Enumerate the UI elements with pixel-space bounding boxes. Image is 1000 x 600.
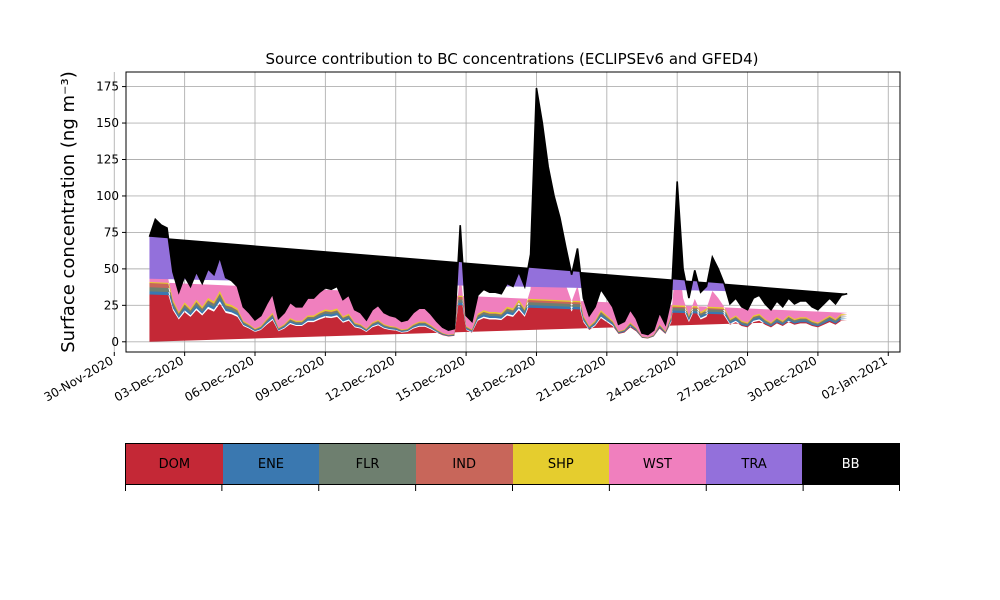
legend-item-dom: DOM [126, 444, 223, 484]
y-tick-label: 125 [96, 153, 119, 167]
x-tick-label: 06-Dec-2020 [182, 353, 256, 404]
axes: 0 25 50 75 100 125 150 175 30-Nov-202003-Dec-202… [42, 71, 901, 404]
plot-frame [125, 71, 901, 353]
y-tick-label: 25 [104, 298, 119, 312]
legend-item-ind: IND [415, 444, 513, 484]
chart-figure: 0 25 50 75 100 125 150 175 30-Nov-202003-Dec-202… [42, 50, 901, 404]
x-tick-label: 02-Jan-2021 [819, 353, 890, 402]
legend-colorbar: DOM ENE FLR IND SHP WST TRA BB [125, 443, 900, 485]
x-tick-label: 15-Dec-2020 [393, 353, 467, 404]
x-tick-label: 21-Dec-2020 [534, 353, 608, 404]
x-tick-label: 18-Dec-2020 [464, 353, 538, 404]
x-tick-label: 24-Dec-2020 [604, 353, 678, 404]
total-line [148, 87, 848, 336]
x-tick-label: 30-Dec-2020 [745, 353, 819, 404]
x-tick-label: 03-Dec-2020 [112, 353, 186, 404]
x-tick-label: 27-Dec-2020 [675, 353, 749, 404]
legend-ticks [125, 485, 900, 491]
legend-item-ene: ENE [222, 444, 320, 484]
legend-item-wst: WST [609, 444, 706, 484]
y-axis-label: Surface concentration (ng m⁻³) [58, 71, 79, 353]
legend-item-bb: BB [802, 444, 899, 484]
x-tick-label: 12-Dec-2020 [323, 353, 397, 404]
area-wst [149, 189, 848, 338]
chart-title: Source contribution to BC concentrations… [265, 50, 758, 68]
y-tick-label: 50 [104, 262, 119, 276]
legend-item-flr: FLR [319, 444, 416, 484]
y-tick-label: 75 [104, 225, 119, 239]
x-tick-label: 09-Dec-2020 [253, 353, 327, 404]
area-dom [149, 227, 848, 342]
x-tick-label: 30-Nov-2020 [42, 353, 116, 404]
y-tick-label: 175 [96, 80, 119, 94]
stacked-areas [148, 87, 848, 342]
legend-item-tra: TRA [705, 444, 803, 484]
y-tick-label: 150 [96, 116, 119, 130]
legend-item-shp: SHP [512, 444, 610, 484]
y-tick-label: 0 [111, 335, 119, 349]
y-tick-label: 100 [96, 189, 119, 203]
